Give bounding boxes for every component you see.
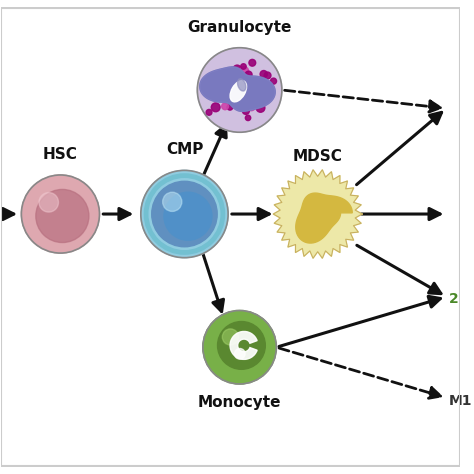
- Circle shape: [256, 103, 265, 112]
- Circle shape: [203, 310, 276, 384]
- Circle shape: [197, 48, 282, 132]
- Text: Monocyte: Monocyte: [198, 395, 282, 410]
- Ellipse shape: [237, 79, 246, 91]
- Circle shape: [271, 78, 276, 84]
- Circle shape: [245, 71, 252, 78]
- Circle shape: [235, 348, 245, 359]
- Circle shape: [218, 321, 265, 369]
- Wedge shape: [230, 331, 257, 359]
- Circle shape: [258, 90, 265, 97]
- Text: MDSC: MDSC: [293, 149, 343, 164]
- Polygon shape: [296, 193, 352, 243]
- Circle shape: [249, 59, 255, 66]
- Circle shape: [222, 329, 238, 345]
- Circle shape: [164, 192, 212, 240]
- Circle shape: [226, 91, 235, 101]
- Circle shape: [221, 82, 229, 90]
- Polygon shape: [200, 67, 275, 111]
- Circle shape: [237, 100, 245, 108]
- Circle shape: [233, 65, 241, 73]
- Circle shape: [152, 181, 217, 247]
- Ellipse shape: [230, 81, 246, 102]
- Circle shape: [242, 108, 249, 114]
- Circle shape: [254, 86, 261, 93]
- Circle shape: [260, 71, 267, 78]
- Circle shape: [241, 64, 246, 69]
- Circle shape: [36, 190, 89, 243]
- Circle shape: [246, 102, 255, 111]
- Text: 2: 2: [448, 292, 458, 306]
- Circle shape: [39, 192, 58, 212]
- Circle shape: [163, 192, 182, 211]
- Circle shape: [233, 84, 239, 90]
- Circle shape: [141, 170, 228, 258]
- Circle shape: [249, 89, 255, 95]
- Circle shape: [246, 115, 251, 120]
- Polygon shape: [200, 67, 275, 111]
- Circle shape: [211, 103, 220, 112]
- Circle shape: [264, 95, 269, 100]
- Circle shape: [264, 72, 271, 79]
- Circle shape: [243, 78, 251, 86]
- Circle shape: [246, 75, 253, 82]
- Circle shape: [208, 79, 215, 86]
- Circle shape: [239, 66, 249, 76]
- Circle shape: [227, 104, 233, 110]
- Polygon shape: [273, 170, 362, 258]
- Circle shape: [240, 93, 248, 101]
- Text: Granulocyte: Granulocyte: [187, 20, 292, 36]
- Text: HSC: HSC: [43, 147, 78, 162]
- Circle shape: [21, 175, 100, 253]
- Circle shape: [242, 90, 249, 98]
- Circle shape: [244, 92, 251, 99]
- Text: M1: M1: [448, 394, 472, 409]
- Text: CMP: CMP: [166, 142, 203, 157]
- Circle shape: [222, 72, 229, 79]
- Circle shape: [222, 103, 228, 109]
- Circle shape: [211, 92, 220, 101]
- Circle shape: [249, 79, 258, 88]
- Circle shape: [228, 67, 237, 76]
- Circle shape: [206, 109, 212, 115]
- Circle shape: [238, 89, 246, 96]
